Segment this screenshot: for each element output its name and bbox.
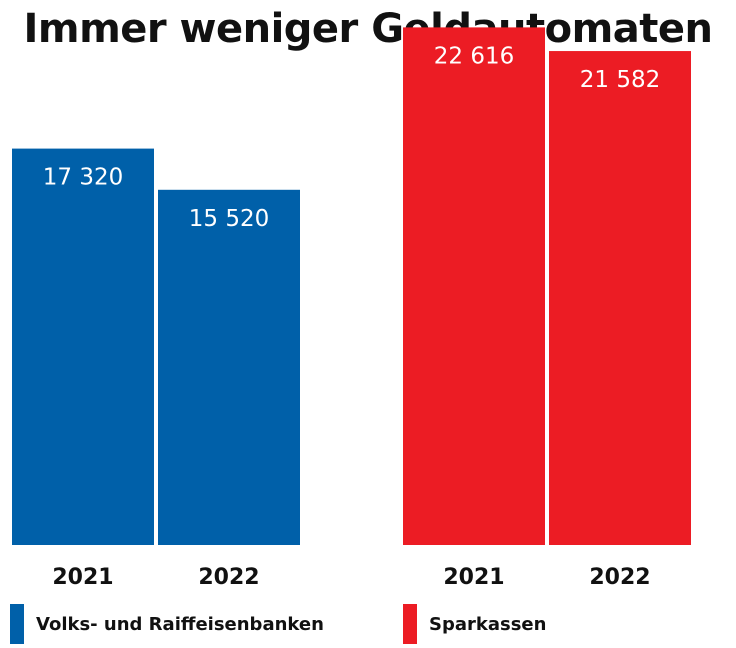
bar-value-label-sparkassen-2022: 21 582: [580, 67, 660, 93]
bar-sparkassen-2021: [403, 27, 545, 545]
legend-swatch-sparkassen: [403, 604, 417, 644]
legend-label-sparkassen: Sparkassen: [429, 613, 547, 635]
legend-label-volks-raiffeisen: Volks- und Raiffeisenbanken: [36, 613, 324, 635]
bar-volks-und-raiffeisenbanken-2022: [158, 189, 300, 545]
bar-value-label-volks-und-raiffeisenbanken-2022: 15 520: [189, 206, 269, 232]
legend-swatch-volks-raiffeisen: [10, 604, 24, 644]
x-tick-label-sparkassen-2021: 2021: [443, 565, 504, 590]
bar-volks-und-raiffeisenbanken-2021: [12, 148, 154, 546]
bar-chart: 17 320 2021 15 520 2022 22 616 2021 21 582 2022: [12, 27, 691, 590]
chart-title: Immer weniger Geldautomaten: [23, 6, 713, 52]
x-tick-label-sparkassen-2022: 2022: [589, 565, 650, 590]
legend-item-volks-raiffeisen: Volks- und Raiffeisenbanken: [10, 604, 324, 644]
bar-value-label-volks-und-raiffeisenbanken-2021: 17 320: [43, 165, 123, 191]
x-tick-label-volks-und-raiffeisenbanken-2021: 2021: [52, 565, 113, 590]
bar-value-label-sparkassen-2021: 22 616: [434, 43, 514, 69]
x-tick-label-volks-und-raiffeisenbanken-2022: 2022: [198, 565, 259, 590]
legend-item-sparkassen: Sparkassen: [403, 604, 546, 644]
bar-sparkassen-2022: [549, 51, 691, 545]
